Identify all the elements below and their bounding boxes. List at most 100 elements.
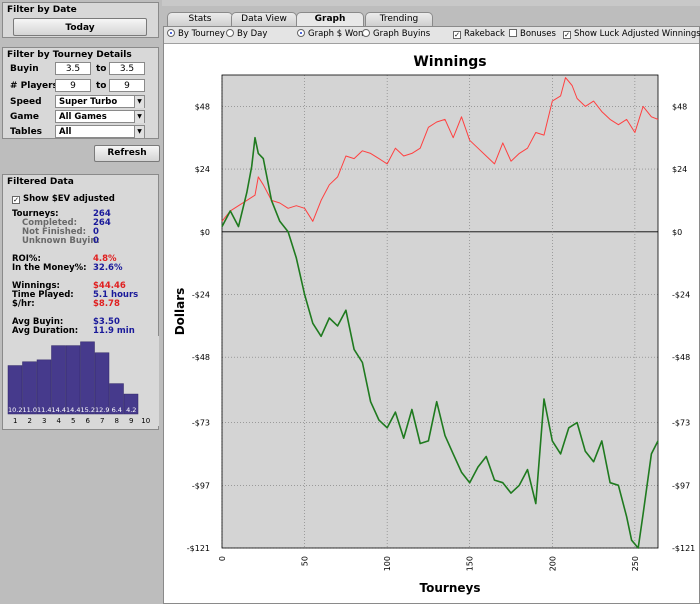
show-ev-label: Show $EV adjusted <box>23 194 115 204</box>
x-tick-label: 100 <box>383 556 392 571</box>
top-strip <box>162 0 700 6</box>
x-tick-label: 0 <box>218 556 227 561</box>
x-tick-label: 250 <box>631 556 640 571</box>
show-ev-checkbox[interactable]: ✓ Show $EV adjusted <box>12 194 115 204</box>
x-tick-label: 150 <box>466 556 475 571</box>
unknown-buyin-value: 0 <box>93 236 99 246</box>
plot-area <box>222 75 658 548</box>
check-icon[interactable]: ✓ <box>453 31 461 39</box>
x-axis-label: Tourneys <box>420 581 481 595</box>
check-icon[interactable]: ✓ <box>12 196 20 204</box>
y-tick-label-right: $48 <box>672 102 687 111</box>
histogram-bar-label: 11.4 <box>37 406 51 414</box>
histogram-bar-label: 4.2 <box>126 406 136 414</box>
filter-by-date-title: Filter by Date <box>7 5 77 15</box>
avg-buyin-value: $3.50 <box>93 317 120 327</box>
radio-icon[interactable] <box>226 29 234 37</box>
y-tick-label-right: -$24 <box>672 291 690 300</box>
luck-adjusted-series-line <box>221 77 659 222</box>
tab-bar: Stats Data View Graph Trending <box>162 0 700 27</box>
histogram-bar-label: 15.2 <box>81 406 95 414</box>
histogram-position-label: 8 <box>115 417 119 425</box>
players-from-input[interactable]: 9 <box>55 79 91 92</box>
histogram-bar-label: 6.4 <box>112 406 122 414</box>
tables-select[interactable]: All ▼ <box>55 125 145 138</box>
by-day-radio[interactable]: By Day <box>226 29 267 39</box>
radio-icon[interactable] <box>362 29 370 37</box>
y-tick-label-right: -$73 <box>672 419 690 428</box>
histogram-bar <box>123 393 139 415</box>
chevron-down-icon[interactable]: ▼ <box>134 96 144 108</box>
checkbox-icon[interactable] <box>509 29 517 37</box>
per-hour-value: $8.78 <box>93 299 120 309</box>
tables-select-value: All <box>59 127 72 137</box>
y-tick-label-left: $24 <box>195 165 210 174</box>
game-label: Game <box>10 112 39 122</box>
finish-histogram: 10.2 1 11.0 2 11.4 3 14.4 4 14.4 5 15.2 6 12.9 7 6.4 84… <box>4 336 159 426</box>
refresh-button[interactable]: Refresh <box>94 145 160 162</box>
bonuses-checkbox[interactable]: Bonuses <box>509 29 556 39</box>
histogram-position-label: 7 <box>100 417 104 425</box>
buyin-to-label: to <box>96 64 107 74</box>
chevron-down-icon[interactable]: ▼ <box>134 126 144 138</box>
show-luck-label: Show Luck Adjusted Winnings <box>574 29 700 39</box>
buyin-to-input[interactable]: 3.5 <box>109 62 145 75</box>
avg-duration-value: 11.9 min <box>93 326 135 336</box>
histogram-bar-label: 14.4 <box>66 406 80 414</box>
speed-select[interactable]: Super Turbo ▼ <box>55 95 145 108</box>
graph-won-radio[interactable]: Graph $ Won <box>297 29 363 39</box>
check-icon[interactable]: ✓ <box>563 31 571 39</box>
tourneys-value: 264 <box>93 209 111 219</box>
bonuses-label: Bonuses <box>520 29 556 39</box>
winnings-series-line <box>221 136 659 549</box>
histogram-position-label: 10 <box>141 417 150 425</box>
graph-won-label: Graph $ Won <box>308 29 364 39</box>
histogram-bar <box>80 341 95 415</box>
tab-graph[interactable]: Graph <box>296 12 364 27</box>
players-to-input[interactable]: 9 <box>109 79 145 92</box>
tab-stats[interactable]: Stats <box>167 12 233 26</box>
buyin-label: Buyin <box>10 64 39 74</box>
buyin-from-input[interactable]: 3.5 <box>55 62 91 75</box>
y-tick-label-right: -$48 <box>672 353 690 362</box>
chevron-down-icon[interactable]: ▼ <box>134 111 144 123</box>
histogram-bar <box>36 359 52 415</box>
tables-label: Tables <box>10 127 43 137</box>
histogram-bar <box>94 352 110 415</box>
today-button[interactable]: Today <box>13 18 147 36</box>
unknown-buyin-label: Unknown Buyin: <box>22 236 100 246</box>
histogram-bar-label: 11.0 <box>23 406 37 414</box>
y-tick-label-right: -$121 <box>672 544 695 553</box>
itm-label: In the Money%: <box>12 263 87 273</box>
histogram-bar-label: 12.9 <box>95 406 109 414</box>
histogram-position-label: 3 <box>42 417 46 425</box>
graph-buyins-radio[interactable]: Graph Buyins <box>362 29 430 39</box>
histogram-bar <box>7 365 23 415</box>
game-select-value: All Games <box>59 112 107 122</box>
winnings-chart: Winnings $48 $48 $24 $24 $0 $0 -$24 -$24 -$48 -$48… <box>173 54 695 595</box>
time-played-label: Time Played: <box>12 290 74 300</box>
by-tourney-radio[interactable]: By Tourney <box>167 29 225 39</box>
histogram-bar <box>109 383 124 415</box>
y-tick-label-left: $48 <box>195 102 210 111</box>
graph-buyins-label: Graph Buyins <box>373 29 431 39</box>
per-hour-label: $/hr: <box>12 299 35 309</box>
y-axis-label: Dollars <box>173 288 187 336</box>
histogram-bar <box>22 361 37 415</box>
time-played-value: 5.1 hours <box>93 290 139 300</box>
roi-label: ROI%: <box>12 254 41 264</box>
tab-trending[interactable]: Trending <box>365 12 433 26</box>
not-finished-value: 0 <box>93 227 99 237</box>
tab-data-view[interactable]: Data View <box>231 12 297 26</box>
filter-by-date-panel: Filter by Date Today <box>2 2 159 38</box>
show-luck-checkbox[interactable]: ✓ Show Luck Adjusted Winnings <box>563 29 700 39</box>
tourneys-label: Tourneys: <box>12 209 59 219</box>
speed-label: Speed <box>10 97 42 107</box>
game-select[interactable]: All Games ▼ <box>55 110 145 123</box>
by-day-label: By Day <box>237 29 268 39</box>
completed-label: Completed: <box>22 218 78 228</box>
radio-selected-icon[interactable] <box>167 29 175 37</box>
rakeback-checkbox[interactable]: ✓ Rakeback <box>453 29 505 39</box>
radio-selected-icon[interactable] <box>297 29 305 37</box>
x-tick-label: 200 <box>548 556 557 571</box>
